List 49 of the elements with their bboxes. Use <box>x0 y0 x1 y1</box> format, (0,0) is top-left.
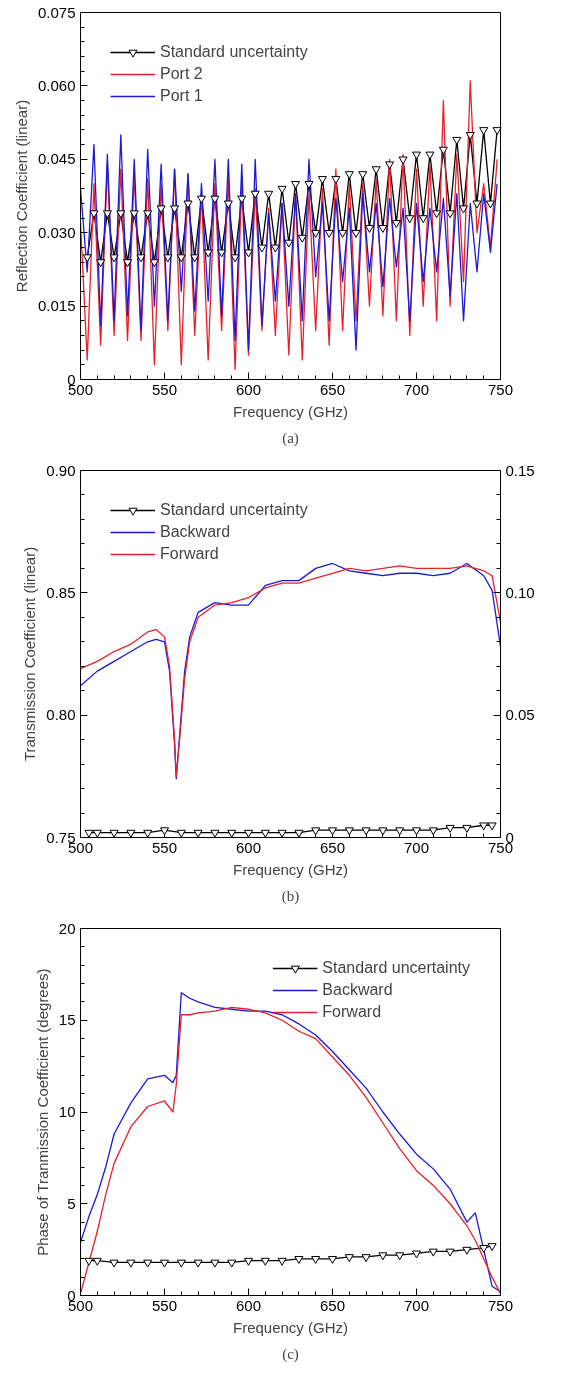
legend-label: Standard uncertainty <box>322 959 470 977</box>
y-tick-label: 0.045 <box>37 150 76 168</box>
x-tick-label: 650 <box>319 1296 346 1314</box>
text: (b) <box>281 887 300 905</box>
y-axis-title: Phase of Tranmission Coefficient (degrees) <box>33 968 51 1256</box>
x-tick-label: 650 <box>319 838 346 856</box>
y-tick-label: 0.90 <box>46 461 76 479</box>
legend-label: Backward <box>160 523 231 541</box>
x-tick-label: 600 <box>235 1296 262 1314</box>
legend-label: Forward <box>322 1003 382 1021</box>
y2-tick-label: 0.15 <box>505 461 535 479</box>
y-tick-label: 0.060 <box>37 76 76 94</box>
y-tick-label: 0.85 <box>46 583 76 601</box>
x-tick-label: 550 <box>151 1296 178 1314</box>
line-series <box>80 134 498 351</box>
x-tick-label: 700 <box>403 380 430 398</box>
x-tick-label: 700 <box>403 1296 430 1314</box>
x-tick-label: 600 <box>235 380 262 398</box>
y-axis-title: Reflection Coefficient (linear) <box>12 99 30 293</box>
y-tick-label: 15 <box>58 1011 76 1029</box>
y-tick-label: 20 <box>58 919 76 937</box>
x-tick-label: 700 <box>403 838 430 856</box>
y-tick-label: 0.075 <box>37 3 76 21</box>
line-series <box>80 80 498 371</box>
legend-label: Port 1 <box>160 87 203 105</box>
legend-label: Standard uncertainty <box>160 43 308 61</box>
legend-label: Forward <box>160 545 219 563</box>
x-tick-label: 750 <box>487 1296 514 1314</box>
y-tick-label: 10 <box>58 1103 76 1120</box>
legend-label: Standard uncertainty <box>160 501 308 519</box>
legend-label: Port 2 <box>160 65 203 83</box>
x-tick-label: 550 <box>151 380 178 398</box>
y-tick-label: 5 <box>67 1194 76 1212</box>
y2-tick-label: 0.10 <box>505 583 535 601</box>
x-tick-label: 600 <box>235 838 262 856</box>
y-tick-label: 0.80 <box>46 706 76 724</box>
y-tick-label: 0.015 <box>37 297 76 315</box>
legend-label: Backward <box>322 981 393 999</box>
x-axis-title: Frequency (GHz) <box>232 402 349 420</box>
text: (a) <box>282 429 299 447</box>
text: (c) <box>282 1345 299 1363</box>
x-axis-title: Frequency (GHz) <box>232 1318 349 1336</box>
x-axis-title: Frequency (GHz) <box>232 860 349 878</box>
x-tick-label: 750 <box>487 380 514 398</box>
y-tick-label: 0.030 <box>37 223 76 241</box>
y2-tick-label: 0.05 <box>505 706 535 724</box>
x-tick-label: 550 <box>151 838 178 856</box>
y-axis-title: Transmission Coefficient (linear) <box>21 546 39 762</box>
x-tick-label: 650 <box>319 380 346 398</box>
